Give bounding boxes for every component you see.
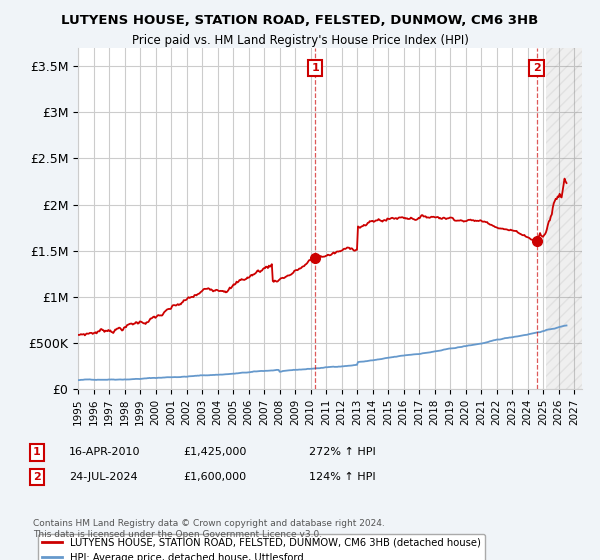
Text: £1,425,000: £1,425,000 [183,447,247,458]
Bar [547,48,582,389]
Text: 2: 2 [33,472,41,482]
Text: Price paid vs. HM Land Registry's House Price Index (HPI): Price paid vs. HM Land Registry's House … [131,34,469,46]
Text: 124% ↑ HPI: 124% ↑ HPI [309,472,376,482]
Text: £1,600,000: £1,600,000 [183,472,246,482]
Text: LUTYENS HOUSE, STATION ROAD, FELSTED, DUNMOW, CM6 3HB: LUTYENS HOUSE, STATION ROAD, FELSTED, DU… [61,14,539,27]
Text: 1: 1 [311,63,319,73]
Text: 1: 1 [33,447,41,458]
Legend: LUTYENS HOUSE, STATION ROAD, FELSTED, DUNMOW, CM6 3HB (detached house), HPI: Ave: LUTYENS HOUSE, STATION ROAD, FELSTED, DU… [38,534,485,560]
Text: 24-JUL-2024: 24-JUL-2024 [69,472,137,482]
Text: 272% ↑ HPI: 272% ↑ HPI [309,447,376,458]
Text: 2: 2 [533,63,541,73]
Text: Contains HM Land Registry data © Crown copyright and database right 2024.
This d: Contains HM Land Registry data © Crown c… [33,519,385,539]
Text: 16-APR-2010: 16-APR-2010 [69,447,140,458]
